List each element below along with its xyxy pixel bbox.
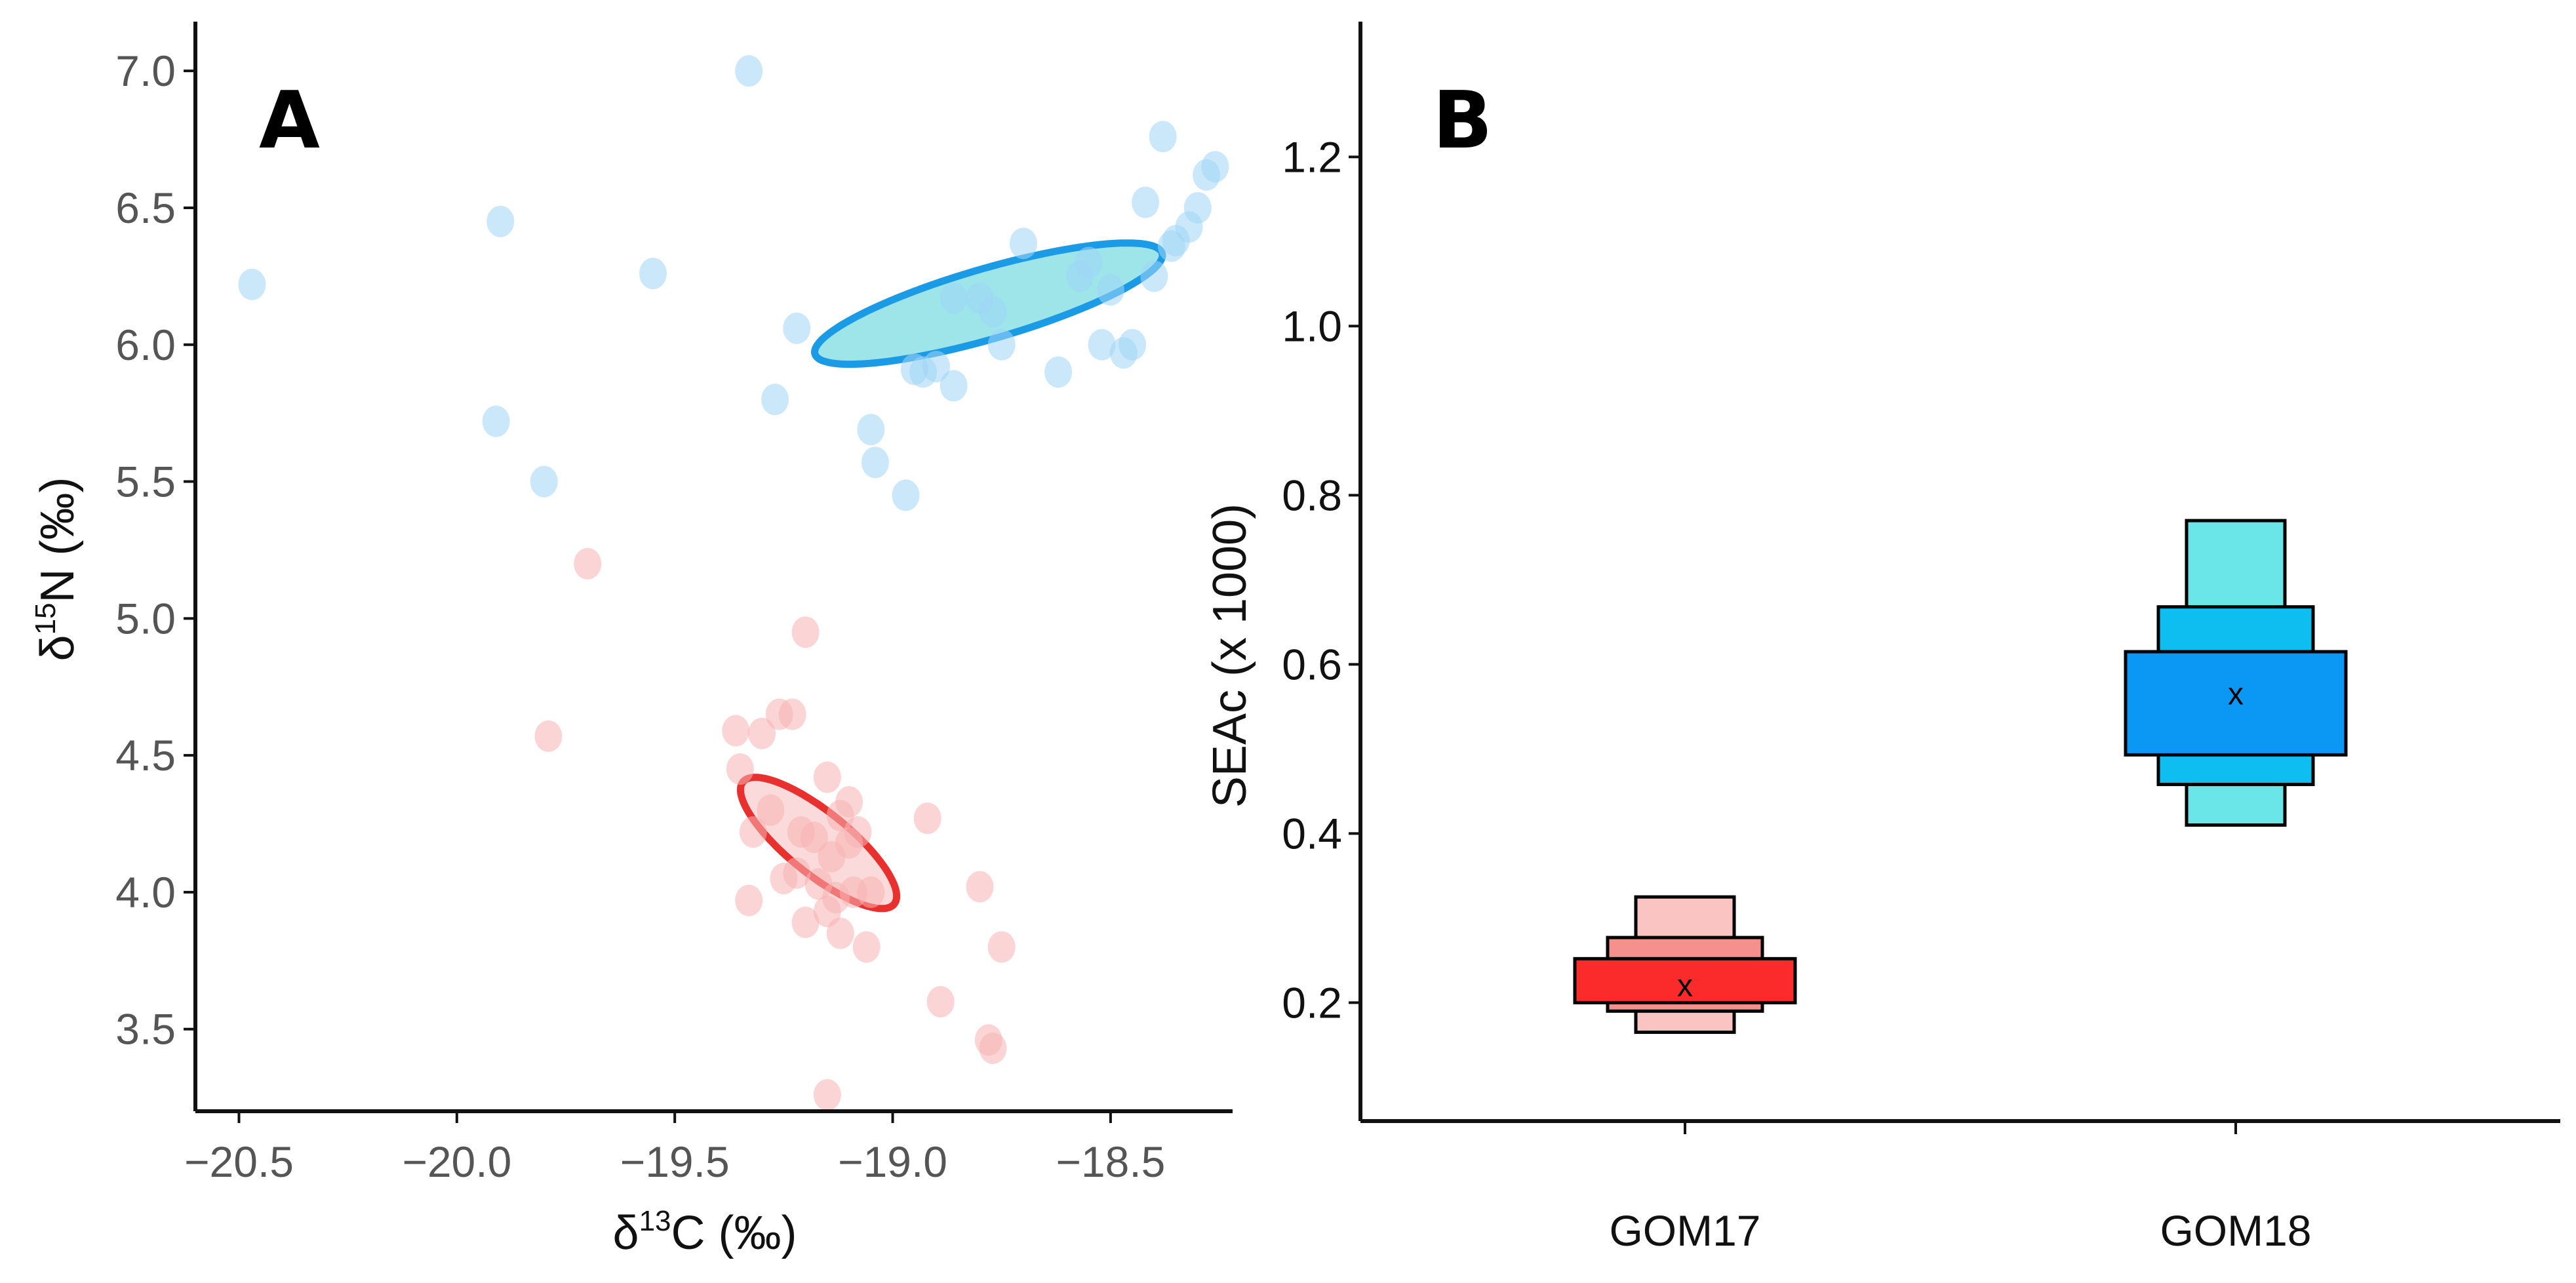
gom17-point — [722, 715, 750, 747]
gom17-point — [979, 1032, 1007, 1064]
panel-b-label: B — [1433, 75, 1492, 167]
y-tick-label: 0.8 — [1282, 471, 1342, 519]
y-tick-label: 6.0 — [115, 321, 176, 369]
panel-b-seac: x x GOM17 GOM18 0.2 0.4 0.6 0.8 1.0 1.2 B SEAc … — [1204, 22, 2560, 1255]
gom17-point — [987, 931, 1016, 963]
gom17-point — [813, 1078, 841, 1111]
gom17-point — [852, 931, 881, 963]
gom18-point — [761, 384, 789, 416]
gom18-point — [1044, 356, 1073, 388]
gom18-point — [979, 296, 1007, 328]
y-tick-label: 5.5 — [115, 458, 176, 506]
gom17-point — [913, 802, 941, 835]
gom17-point — [739, 816, 767, 848]
gom17-point — [778, 698, 806, 730]
gom18-mean-marker: x — [2228, 677, 2244, 712]
gom17-point — [835, 786, 863, 818]
panel-a-label: A — [259, 75, 320, 167]
category-label: GOM18 — [2160, 1206, 2311, 1255]
gom18-point — [1075, 247, 1103, 279]
gom18-point — [1132, 186, 1160, 218]
gom18-point — [857, 414, 885, 446]
panel-a-y-axis-title: δ15N (‰) — [30, 477, 84, 661]
gom18-point — [238, 268, 266, 300]
x-tick-label: −20.5 — [184, 1137, 294, 1186]
gom18-point — [1009, 227, 1037, 260]
y-tick-label: 4.0 — [115, 868, 176, 917]
gom17-point — [757, 794, 785, 826]
gom18-point — [1096, 274, 1124, 306]
gom18-point — [1162, 225, 1190, 257]
gom18-point — [987, 328, 1016, 361]
panel-b-y-axis-title: SEAc (x 1000) — [1204, 503, 1256, 808]
gom17-point — [791, 616, 820, 648]
y-tick-label: 0.6 — [1282, 640, 1342, 688]
y-tick-label: 3.5 — [115, 1005, 176, 1054]
gom18-point — [1149, 121, 1177, 153]
gom17-point — [726, 753, 754, 785]
y-tick-label: 5.0 — [115, 594, 176, 642]
gom18-point — [639, 258, 667, 290]
y-tick-label: 1.2 — [1282, 132, 1342, 181]
gom18-point — [1201, 151, 1229, 183]
x-tick-label: −19.0 — [838, 1137, 947, 1186]
gom18-point — [940, 282, 968, 314]
x-tick-label: −20.0 — [402, 1137, 511, 1186]
gom17-point — [735, 884, 763, 917]
gom18-point — [892, 479, 920, 511]
y-tick-label: 4.5 — [115, 731, 176, 780]
gom17-point — [966, 871, 994, 903]
gom17-point — [839, 876, 867, 908]
gom17-point — [835, 827, 863, 859]
gom17-point — [574, 547, 602, 580]
gom18-point — [861, 446, 889, 479]
gom18-point — [486, 205, 515, 237]
y-tick-label: 7.0 — [115, 47, 176, 95]
panel-a-scatter: −20.5 −20.0 −19.5 −19.0 −18.5 3.5 4.0 4.5 5.0 5.… — [30, 22, 1233, 1259]
y-tick-label: 6.5 — [115, 184, 176, 232]
category-label: GOM17 — [1609, 1206, 1760, 1255]
gom17-point — [770, 863, 798, 895]
gom18-point — [735, 55, 763, 87]
gom18-point — [530, 465, 558, 498]
gom17-ci-50-box — [1573, 957, 1797, 1004]
gom17-point — [800, 821, 828, 854]
gom17-point — [534, 720, 563, 752]
gom18-point — [1119, 328, 1147, 361]
gom17-mean-marker: x — [1677, 969, 1693, 1004]
x-tick-label: −18.5 — [1056, 1137, 1165, 1186]
panel-a-x-axis-title: δ13C (‰) — [613, 1205, 797, 1259]
gom18-point — [1140, 260, 1168, 292]
gom17-point — [926, 985, 955, 1017]
y-tick-label: 0.2 — [1282, 978, 1342, 1027]
y-tick-label: 1.0 — [1282, 302, 1342, 350]
gom18-point — [1088, 328, 1116, 361]
gom17-point — [791, 906, 820, 938]
gom17-point — [813, 896, 841, 928]
gom17-point — [748, 717, 776, 749]
x-tick-label: −19.5 — [620, 1137, 730, 1186]
gom18-point — [783, 312, 811, 344]
y-tick-label: 0.4 — [1282, 809, 1342, 858]
gom18-point — [922, 351, 950, 383]
gom17-point — [813, 761, 841, 793]
gom18-point — [900, 353, 928, 385]
gom18-point — [482, 405, 510, 437]
gom18-ci-50-box — [2124, 650, 2348, 757]
gom18-point — [1183, 191, 1212, 224]
gom18-point — [940, 370, 968, 402]
